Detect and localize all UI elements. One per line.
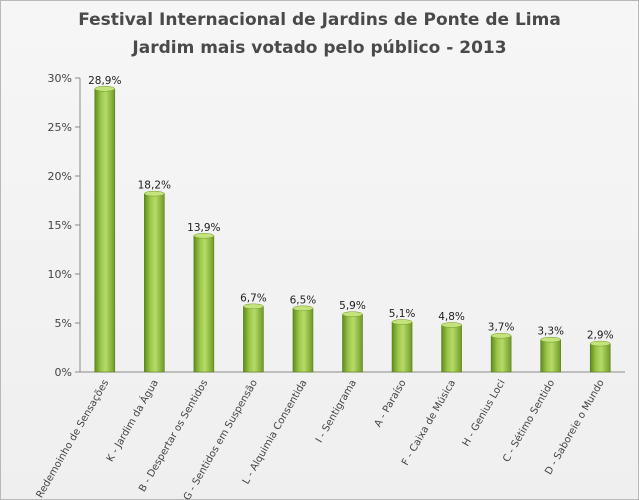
x-category-label: F - Caixa de Música bbox=[399, 378, 458, 468]
bar bbox=[589, 343, 611, 373]
bar-top-cap bbox=[243, 303, 264, 310]
y-tick-label: 25% bbox=[48, 121, 72, 134]
chart-title: Festival Internacional de Jardins de Pon… bbox=[78, 10, 561, 30]
bar bbox=[391, 321, 413, 373]
x-category-label: I - Sentigrama bbox=[314, 378, 359, 445]
y-tick-label: 10% bbox=[48, 268, 72, 281]
data-label: 6,7% bbox=[240, 292, 267, 304]
bar bbox=[540, 339, 561, 373]
y-tick-label: 20% bbox=[48, 170, 72, 183]
bar bbox=[243, 306, 264, 373]
data-label: 28,9% bbox=[88, 75, 121, 87]
y-tick-label: 5% bbox=[55, 317, 72, 330]
x-category-label: A - Paraíso bbox=[372, 378, 409, 430]
data-label: 2,9% bbox=[587, 330, 614, 342]
bar bbox=[193, 235, 215, 373]
y-tick-label: 15% bbox=[48, 219, 72, 232]
bar-top-cap bbox=[193, 233, 215, 239]
bar-top-cap bbox=[589, 340, 611, 347]
bar bbox=[490, 335, 512, 373]
x-category-label: D - Saboreie o Mundo bbox=[543, 378, 606, 477]
data-label: 6,5% bbox=[290, 294, 317, 306]
data-label: 3,3% bbox=[537, 326, 564, 338]
data-label: 13,9% bbox=[187, 222, 220, 234]
x-category-label: E - Redemoinho de Sensações bbox=[26, 378, 111, 500]
x-category-label: H - Genius Loci bbox=[461, 378, 508, 448]
data-label: 5,9% bbox=[339, 300, 366, 312]
bar-top-cap bbox=[391, 319, 413, 325]
bar-top-cap bbox=[94, 86, 116, 92]
bar bbox=[144, 193, 165, 373]
data-label: 3,7% bbox=[488, 322, 515, 334]
y-tick-label: 30% bbox=[48, 72, 72, 85]
x-category-label: K - Jardim da Água bbox=[103, 377, 161, 464]
bar-top-cap bbox=[292, 305, 314, 312]
x-category-label: C - Sétimo Sentido bbox=[500, 378, 557, 465]
bar-top-cap bbox=[342, 311, 363, 317]
bar-top-cap bbox=[441, 322, 462, 328]
y-tick-label: 0% bbox=[55, 366, 72, 379]
bar-top-cap bbox=[490, 332, 512, 339]
bar bbox=[94, 88, 116, 373]
bar bbox=[292, 307, 314, 373]
data-label: 18,2% bbox=[138, 180, 171, 192]
bar bbox=[342, 313, 363, 373]
data-label: 4,8% bbox=[438, 311, 465, 323]
bar-top-cap bbox=[540, 336, 561, 343]
chart-subtitle: Jardim mais votado pelo público - 2013 bbox=[132, 38, 507, 58]
bar bbox=[441, 324, 462, 373]
data-label: 5,1% bbox=[389, 308, 416, 320]
bar-top-cap bbox=[144, 190, 165, 197]
